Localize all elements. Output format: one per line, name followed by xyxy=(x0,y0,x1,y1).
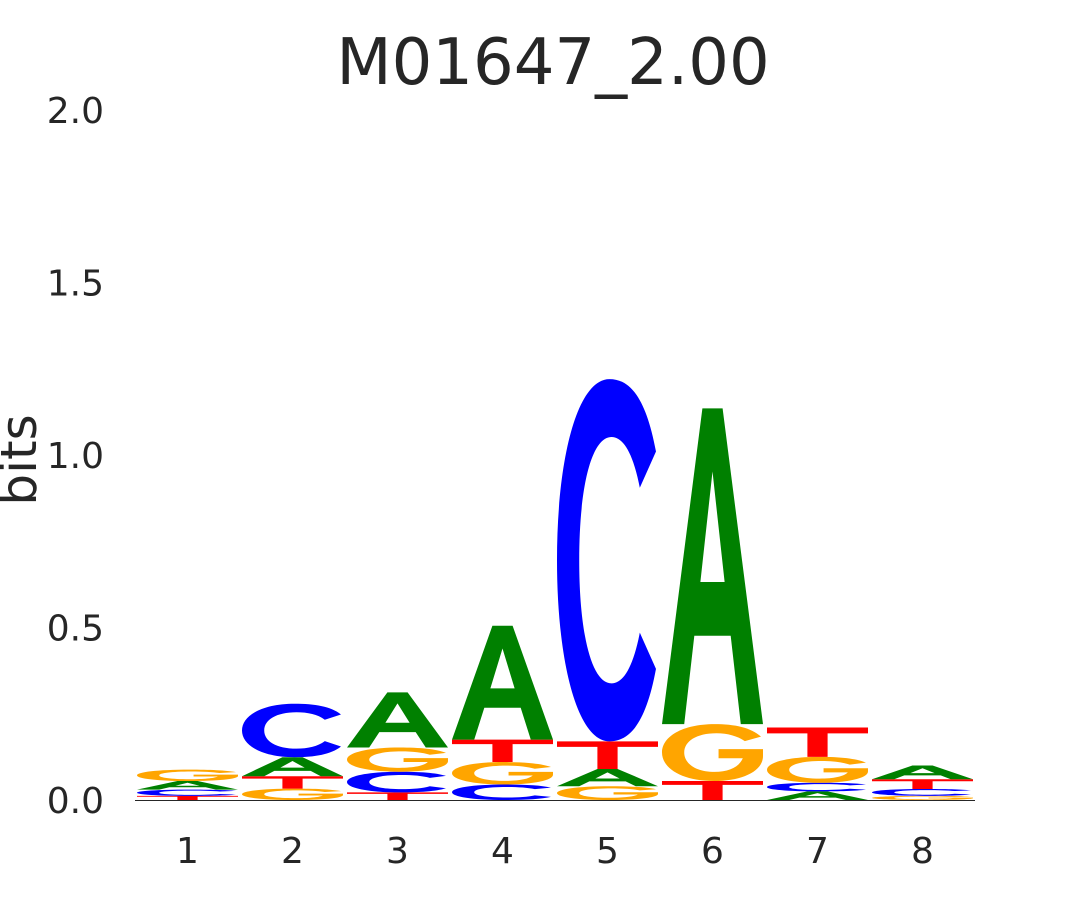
y-axis: 0.0 0.5 1.0 1.5 2.0 xyxy=(47,91,104,822)
x-tick-label: 4 xyxy=(491,831,514,872)
logo-letters xyxy=(137,379,973,800)
x-axis: 1 2 3 4 5 6 7 8 xyxy=(176,831,934,872)
x-tick-label: 7 xyxy=(806,831,829,872)
y-tick-label: 2.0 xyxy=(47,91,104,132)
letter-a-pos-8 xyxy=(872,765,973,780)
letter-t-pos-1 xyxy=(137,795,238,800)
chart-title: M01647_2.00 xyxy=(336,26,769,100)
letter-g-pos-8 xyxy=(872,795,973,800)
letter-a-pos-7 xyxy=(767,791,868,800)
letter-c-pos-7 xyxy=(767,782,866,792)
letter-g-pos-4 xyxy=(452,762,553,785)
letter-a-pos-5 xyxy=(557,768,658,787)
y-tick-label: 0.5 xyxy=(47,609,104,650)
letter-g-pos-2 xyxy=(242,788,343,800)
letter-t-pos-3 xyxy=(347,792,448,800)
letter-c-pos-1 xyxy=(137,789,236,796)
letter-t-pos-8 xyxy=(872,779,973,789)
letter-a-pos-1 xyxy=(137,781,238,790)
x-tick-label: 1 xyxy=(176,831,199,872)
x-tick-label: 2 xyxy=(281,831,304,872)
x-tick-label: 6 xyxy=(701,831,724,872)
letter-g-pos-6 xyxy=(662,724,763,782)
letter-t-pos-6 xyxy=(662,781,763,800)
x-tick-label: 8 xyxy=(911,831,934,872)
letter-t-pos-7 xyxy=(767,727,868,757)
x-tick-label: 3 xyxy=(386,831,409,872)
letter-c-pos-4 xyxy=(452,784,551,800)
letter-g-pos-3 xyxy=(347,747,448,772)
letter-t-pos-2 xyxy=(242,776,343,789)
letter-a-pos-2 xyxy=(242,757,343,777)
letter-t-pos-4 xyxy=(452,739,553,763)
x-tick-label: 5 xyxy=(596,831,619,872)
letter-a-pos-4 xyxy=(452,625,553,740)
letter-a-pos-3 xyxy=(347,692,448,748)
letter-c-pos-8 xyxy=(872,788,971,796)
y-tick-label: 1.0 xyxy=(47,436,104,477)
letter-g-pos-1 xyxy=(137,769,238,782)
letter-c-pos-2 xyxy=(242,703,341,758)
letter-g-pos-7 xyxy=(767,756,868,783)
y-axis-title: bits xyxy=(0,414,48,505)
letter-t-pos-5 xyxy=(557,741,658,769)
letter-g-pos-5 xyxy=(557,786,658,800)
letter-a-pos-6 xyxy=(662,408,763,725)
y-tick-label: 0.0 xyxy=(47,781,104,822)
letter-c-pos-5 xyxy=(557,379,656,742)
letter-c-pos-3 xyxy=(347,771,446,793)
y-tick-label: 1.5 xyxy=(47,264,104,305)
